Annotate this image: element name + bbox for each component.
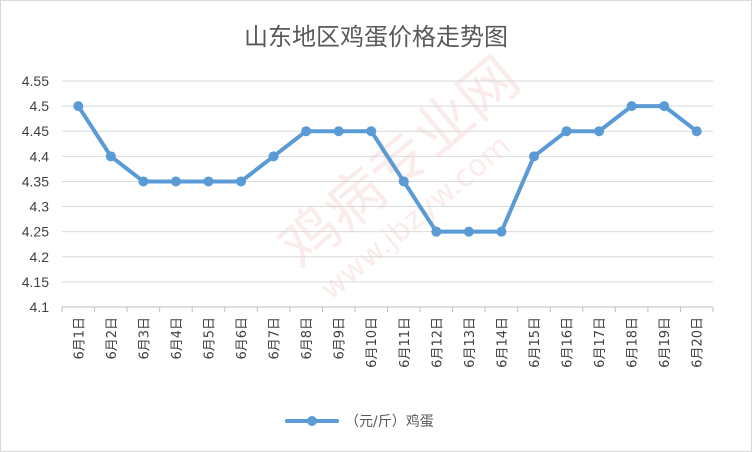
- series-layer: [73, 101, 702, 237]
- x-tick-label: 6月8日: [300, 317, 315, 360]
- data-point: [73, 101, 84, 112]
- data-point: [496, 226, 507, 237]
- x-tick-label: 6月14日: [495, 317, 510, 368]
- data-point: [691, 126, 702, 137]
- x-tick-label: 6月19日: [658, 317, 673, 368]
- legend-label: （元/斤）鸡蛋: [345, 413, 434, 430]
- legend-dot-marker: [307, 416, 317, 426]
- y-tick-label: 4.2: [30, 249, 50, 265]
- data-point: [333, 126, 344, 137]
- data-point: [236, 176, 247, 187]
- data-point: [138, 176, 149, 187]
- x-tick-label: 6月5日: [202, 317, 217, 360]
- data-point: [301, 126, 312, 137]
- y-tick-label: 4.4: [30, 148, 50, 164]
- y-tick-label: 4.35: [22, 173, 49, 189]
- x-tick-label: 6月13日: [463, 317, 478, 368]
- data-point: [366, 126, 377, 137]
- data-point: [594, 126, 605, 137]
- x-tick-label: 6月20日: [691, 317, 706, 368]
- x-tick-label: 6月17日: [593, 317, 608, 368]
- x-tick-label: 6月15日: [528, 317, 543, 368]
- data-point: [561, 126, 572, 137]
- data-point: [528, 151, 539, 162]
- x-tick-label: 6月10日: [365, 317, 380, 368]
- data-point: [105, 151, 116, 162]
- x-tick-label: 6月18日: [626, 317, 641, 368]
- x-tick-label: 6月6日: [235, 317, 250, 360]
- chart-title: 山东地区鸡蛋价格走势图: [244, 23, 508, 51]
- y-tick-label: 4.1: [30, 299, 50, 315]
- x-tick-label: 6月9日: [333, 317, 348, 360]
- legend: （元/斤）鸡蛋: [285, 413, 434, 430]
- data-point: [626, 101, 637, 112]
- series-line: [76, 104, 699, 234]
- x-tick-label: 6月12日: [430, 317, 445, 368]
- data-point: [659, 101, 670, 112]
- data-point: [268, 151, 279, 162]
- y-tick-label: 4.3: [30, 199, 50, 215]
- y-tick-label: 4.55: [22, 73, 49, 89]
- y-tick-label: 4.45: [22, 123, 49, 139]
- data-point: [431, 226, 442, 237]
- x-tick-label: 6月11日: [398, 317, 413, 368]
- y-axis-ticks: 4.1 4.15 4.2 4.25 4.3 4.35 4.4 4.45 4.5 4.55: [22, 73, 49, 315]
- x-tick-label: 6月2日: [105, 317, 120, 360]
- x-tick-label: 6月4日: [170, 317, 185, 360]
- x-tick-label: 6月16日: [561, 317, 576, 368]
- x-tick-label: 6月7日: [268, 317, 283, 360]
- x-axis-ticks: 6月1日 6月2日 6月3日 6月4日 6月5日 6月6日 6月7日 6月8日 6月9日 6月10…: [61, 307, 714, 368]
- data-point: [203, 176, 214, 187]
- y-tick-label: 4.25: [22, 224, 49, 240]
- data-point: [398, 176, 409, 187]
- data-point: [170, 176, 181, 187]
- data-point: [463, 226, 474, 237]
- y-tick-label: 4.5: [30, 98, 50, 114]
- x-tick-label: 6月1日: [72, 317, 87, 360]
- y-tick-label: 4.15: [22, 274, 49, 290]
- x-tick-label: 6月3日: [137, 317, 152, 360]
